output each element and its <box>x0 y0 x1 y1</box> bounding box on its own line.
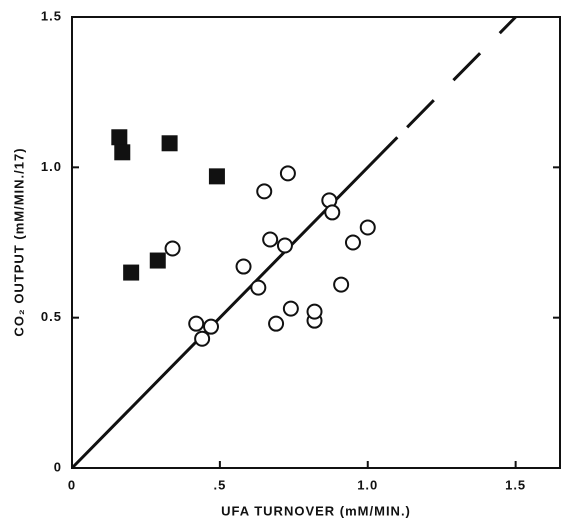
x-tick-label: 1.0 <box>357 477 378 492</box>
circle-point <box>324 204 341 221</box>
x-tick-label: .5 <box>213 477 226 492</box>
circle-point <box>262 231 279 248</box>
y-tick-label: 1.0 <box>41 159 62 174</box>
circle-point <box>306 303 323 320</box>
circle-point <box>203 318 220 335</box>
circle-point <box>279 165 296 182</box>
circle-point <box>256 183 273 200</box>
circle-point <box>235 258 252 275</box>
x-tick-label: 0 <box>68 477 76 492</box>
y-tick-label: 1.5 <box>41 8 62 23</box>
square-point <box>111 129 128 146</box>
circle-point <box>276 237 293 254</box>
y-axis-label: CO₂ OUTPUT (mM/MIN./17) <box>11 147 26 336</box>
square-point <box>208 168 225 185</box>
circle-point <box>164 240 181 257</box>
x-axis-label: UFA TURNOVER (mM/MIN.) <box>221 503 411 518</box>
circle-point <box>333 276 350 293</box>
y-tick-label: 0 <box>54 459 62 474</box>
circle-point <box>188 315 205 332</box>
square-point <box>161 135 178 152</box>
y-tick-label: 0.5 <box>41 309 62 324</box>
circle-point <box>344 234 361 251</box>
square-point <box>114 144 131 161</box>
circle-point <box>282 300 299 317</box>
circle-point <box>194 330 211 347</box>
circle-point <box>268 315 285 332</box>
circle-point <box>359 219 376 236</box>
x-tick-label: 1.5 <box>505 477 526 492</box>
reference-line <box>70 136 399 470</box>
square-point <box>149 252 166 269</box>
reference-line <box>396 15 517 139</box>
circle-point <box>250 279 267 296</box>
plot-frame <box>71 16 561 469</box>
square-point <box>123 264 140 281</box>
